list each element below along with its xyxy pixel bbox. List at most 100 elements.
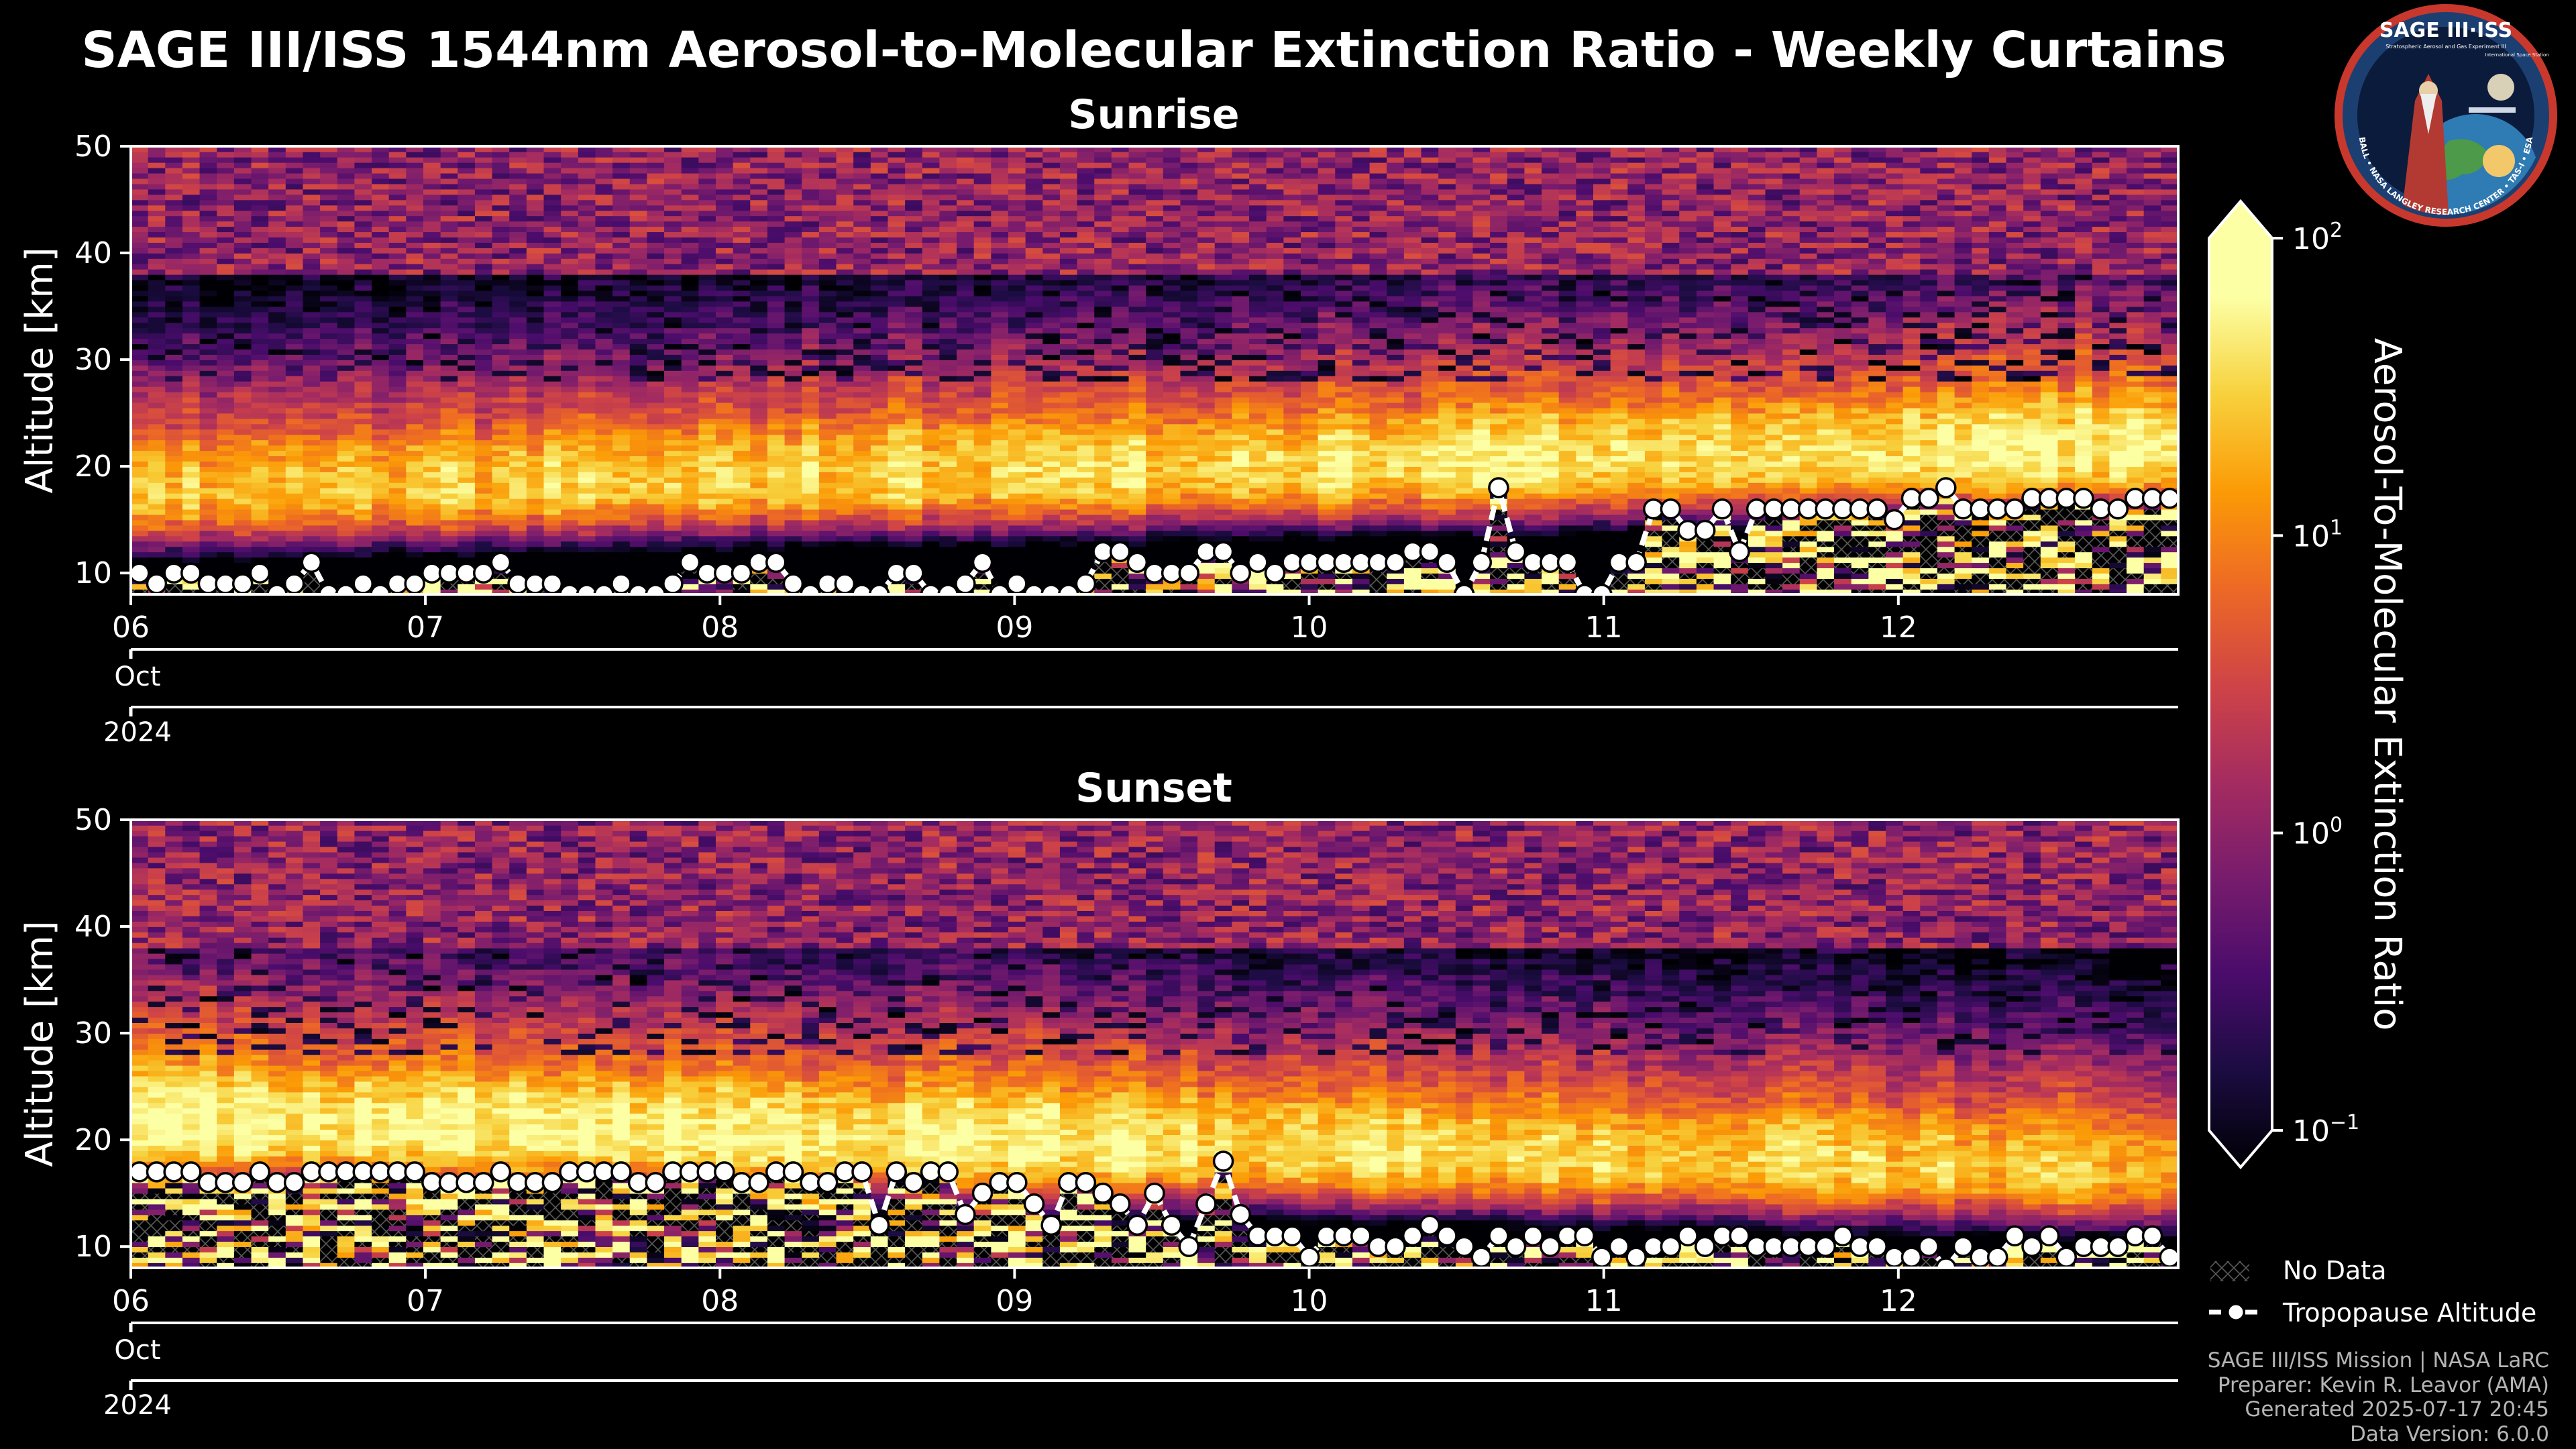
heatmap-cell [233, 189, 252, 195]
heatmap-cell [303, 461, 321, 467]
heatmap-cell [681, 519, 700, 526]
heatmap-cell [388, 349, 407, 355]
heatmap-cell [957, 327, 975, 334]
heatmap-cell [991, 268, 1009, 275]
heatmap-cell [303, 248, 321, 254]
heatmap-cell [251, 199, 269, 206]
heatmap-cell [1111, 472, 1130, 478]
heatmap-cell [354, 258, 372, 264]
heatmap-cell [905, 455, 923, 462]
heatmap-cell [526, 268, 545, 275]
heatmap-cell [1128, 530, 1146, 537]
heatmap-cell [165, 413, 183, 419]
heatmap-cell [629, 178, 648, 184]
heatmap-cell [199, 370, 218, 376]
heatmap-cell [1025, 354, 1044, 360]
heatmap-cell [750, 194, 768, 201]
heatmap-cell [1008, 423, 1026, 430]
heatmap-cell [991, 333, 1009, 339]
heatmap-cell [233, 482, 252, 488]
heatmap-cell [268, 156, 286, 163]
heatmap-cell [870, 167, 889, 174]
heatmap-cell [217, 546, 235, 553]
heatmap-cell [767, 253, 786, 259]
no-data-cell [1111, 573, 1130, 579]
heatmap-cell [922, 402, 941, 409]
heatmap-cell [372, 295, 390, 302]
heatmap-cell [372, 530, 390, 537]
heatmap-cell [199, 407, 218, 414]
heatmap-cell [836, 396, 854, 403]
heatmap-cell [458, 396, 476, 403]
heatmap-cell [664, 402, 682, 409]
heatmap-cell [939, 375, 957, 382]
heatmap-cell [922, 578, 941, 584]
heatmap-cell [458, 455, 476, 462]
heatmap-cell [182, 146, 201, 152]
heatmap-cell [492, 508, 511, 515]
heatmap-cell [165, 487, 183, 494]
heatmap-cell [561, 343, 579, 350]
heatmap-cell [1042, 301, 1061, 307]
heatmap-cell [853, 386, 871, 392]
heatmap-cell [526, 525, 545, 531]
heatmap-cell [561, 396, 579, 403]
heatmap-cell [526, 343, 545, 350]
heatmap-cell [406, 487, 424, 494]
heatmap-cell [733, 492, 751, 499]
heatmap-cell [561, 172, 579, 179]
heatmap-cell [629, 450, 648, 457]
heatmap-cell [1111, 439, 1130, 446]
heatmap-cell [233, 413, 252, 419]
heatmap-cell [595, 354, 613, 360]
heatmap-cell [543, 221, 561, 227]
heatmap-cell [543, 557, 561, 564]
heatmap-cell [474, 514, 493, 521]
heatmap-cell [818, 370, 837, 376]
heatmap-cell [905, 418, 923, 425]
heatmap-cell [182, 402, 201, 409]
heatmap-cell [561, 162, 579, 168]
heatmap-cell [664, 546, 682, 553]
heatmap-cell [423, 263, 441, 270]
heatmap-cell [1059, 375, 1078, 382]
heatmap-cell [612, 231, 631, 237]
heatmap-cell [268, 343, 286, 350]
heatmap-cell [561, 503, 579, 510]
heatmap-cell [853, 327, 871, 334]
heatmap-cell [836, 279, 854, 286]
heatmap-cell [698, 343, 716, 350]
heatmap-cell [991, 551, 1009, 558]
heatmap-cell [853, 450, 871, 457]
heatmap-cell [784, 311, 803, 318]
heatmap-cell [767, 242, 786, 248]
heatmap-cell [836, 146, 854, 152]
heatmap-cell [526, 402, 545, 409]
heatmap-cell [1111, 477, 1130, 483]
heatmap-cell [1042, 167, 1061, 174]
heatmap-cell [922, 354, 941, 360]
heatmap-cell [320, 508, 338, 515]
heatmap-cell [458, 322, 476, 329]
heatmap-cell [251, 477, 269, 483]
heatmap-cell [509, 237, 527, 243]
heatmap-cell [818, 380, 837, 387]
heatmap-cell [492, 322, 511, 329]
heatmap-cell [612, 162, 631, 168]
heatmap-cell [767, 248, 786, 254]
heatmap-cell [440, 146, 459, 152]
heatmap-cell [818, 535, 837, 542]
heatmap-cell [629, 396, 648, 403]
heatmap-cell [784, 530, 803, 537]
heatmap-cell [474, 508, 493, 515]
heatmap-cell [1025, 472, 1044, 478]
heatmap-cell [1094, 268, 1112, 275]
heatmap-cell [268, 450, 286, 457]
heatmap-cell [578, 445, 596, 451]
heatmap-cell [870, 568, 889, 574]
heatmap-cell [440, 450, 459, 457]
heatmap-cell [698, 482, 716, 488]
heatmap-cell [543, 343, 561, 350]
heatmap-cell [836, 439, 854, 446]
heatmap-cell [561, 167, 579, 174]
